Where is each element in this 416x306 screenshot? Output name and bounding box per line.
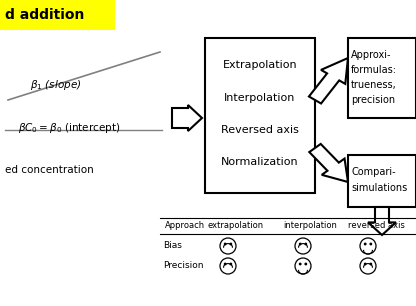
Text: ed concentration: ed concentration — [5, 165, 94, 175]
Text: Compari-: Compari- — [351, 167, 396, 177]
Ellipse shape — [300, 243, 301, 245]
Text: reversed axis: reversed axis — [348, 222, 405, 230]
FancyBboxPatch shape — [0, 0, 115, 30]
Text: formulas:: formulas: — [351, 65, 397, 75]
Ellipse shape — [230, 263, 232, 265]
Text: interpolation: interpolation — [283, 222, 337, 230]
Text: Normalization: Normalization — [221, 157, 299, 167]
Text: precision: precision — [351, 95, 395, 105]
Text: Extrapolation: Extrapolation — [223, 60, 297, 70]
Ellipse shape — [300, 263, 301, 265]
Ellipse shape — [225, 263, 226, 265]
Text: $\beta_1$ (slope): $\beta_1$ (slope) — [30, 78, 82, 92]
Ellipse shape — [230, 243, 232, 245]
FancyBboxPatch shape — [348, 155, 416, 207]
Ellipse shape — [370, 243, 371, 245]
Ellipse shape — [370, 263, 371, 265]
Ellipse shape — [225, 243, 226, 245]
Text: Approach: Approach — [165, 222, 205, 230]
FancyBboxPatch shape — [205, 38, 315, 193]
Text: Reversed axis: Reversed axis — [221, 125, 299, 135]
Ellipse shape — [364, 263, 366, 265]
Text: $\beta C_0 = \beta_0$ (intercept): $\beta C_0 = \beta_0$ (intercept) — [18, 121, 121, 135]
FancyArrow shape — [172, 105, 202, 131]
Polygon shape — [368, 207, 396, 235]
Text: Approxi-: Approxi- — [351, 50, 391, 60]
FancyBboxPatch shape — [348, 38, 416, 118]
Text: simulations: simulations — [351, 183, 407, 193]
Text: trueness,: trueness, — [351, 80, 397, 90]
Ellipse shape — [305, 263, 307, 265]
Text: Interpolation: Interpolation — [224, 93, 296, 103]
Ellipse shape — [305, 243, 307, 245]
Text: d addition: d addition — [5, 8, 84, 22]
Polygon shape — [309, 58, 348, 103]
Text: Bias: Bias — [163, 241, 182, 251]
Polygon shape — [310, 144, 348, 182]
Text: extrapolation: extrapolation — [207, 222, 263, 230]
Ellipse shape — [364, 243, 366, 245]
Text: Precision: Precision — [163, 262, 203, 271]
